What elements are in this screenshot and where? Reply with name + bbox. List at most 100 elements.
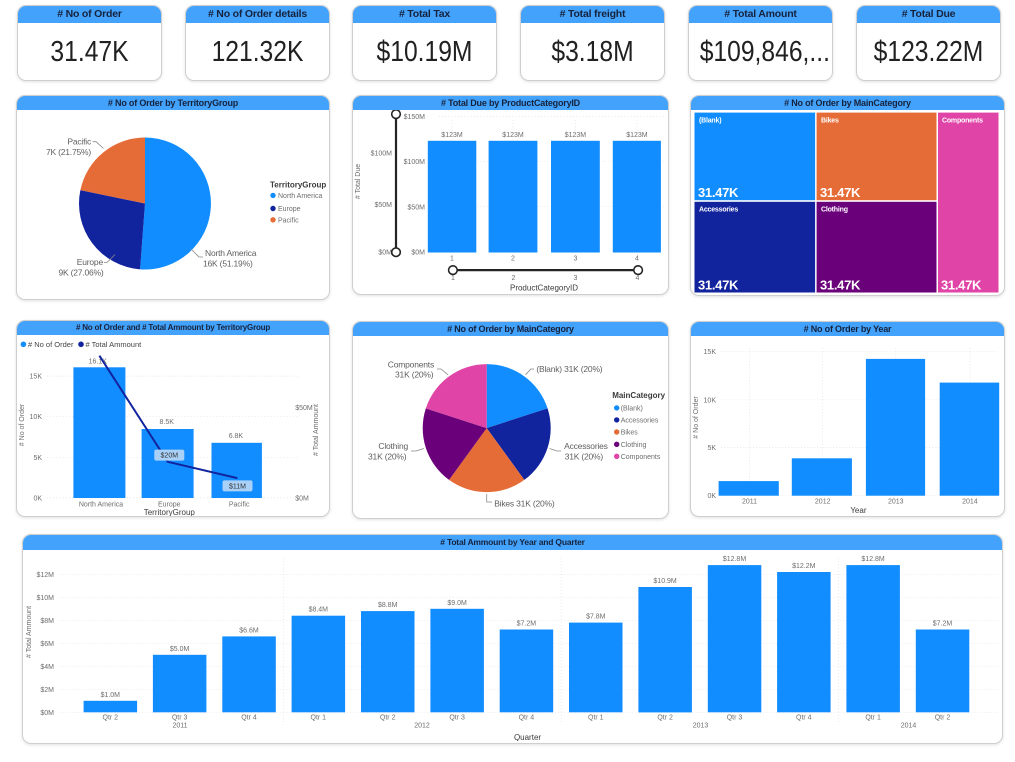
svg-text:$7.2M: $7.2M bbox=[517, 621, 537, 628]
svg-text:TerritoryGroup: TerritoryGroup bbox=[144, 508, 196, 516]
svg-text:$12.8M: $12.8M bbox=[861, 556, 885, 563]
svg-text:5K: 5K bbox=[33, 455, 42, 462]
svg-text:2013: 2013 bbox=[693, 723, 709, 730]
svg-text:Bikes: Bikes bbox=[821, 117, 839, 124]
svg-text:Clothing: Clothing bbox=[821, 207, 848, 214]
svg-text:8.5K: 8.5K bbox=[159, 419, 174, 426]
svg-text:Qtr 4: Qtr 4 bbox=[796, 715, 812, 722]
svg-text:Components: Components bbox=[942, 117, 983, 124]
svg-text:Qtr 1: Qtr 1 bbox=[588, 715, 604, 722]
svg-text:9K (27.06%): 9K (27.06%) bbox=[58, 268, 103, 278]
svg-text:Clothing: Clothing bbox=[621, 442, 647, 449]
svg-text:$50M: $50M bbox=[295, 405, 313, 412]
svg-text:2013: 2013 bbox=[888, 499, 904, 506]
svg-text:1: 1 bbox=[451, 275, 455, 282]
svg-text:$12M: $12M bbox=[36, 572, 54, 579]
svg-text:16.1K: 16.1K bbox=[89, 358, 108, 365]
svg-text:2014: 2014 bbox=[962, 499, 978, 506]
svg-text:7K (21.75%): 7K (21.75%) bbox=[46, 147, 91, 157]
svg-text:16K (51.19%): 16K (51.19%) bbox=[203, 259, 253, 269]
svg-text:Accessories: Accessories bbox=[699, 207, 738, 214]
svg-text:$0M: $0M bbox=[295, 495, 309, 502]
svg-text:Qtr 3: Qtr 3 bbox=[449, 715, 465, 722]
svg-text:# Total Due: # Total Due bbox=[355, 164, 362, 199]
svg-text:$8M: $8M bbox=[40, 618, 54, 625]
svg-text:Pacific: Pacific bbox=[229, 501, 250, 508]
svg-text:$12.8M: $12.8M bbox=[723, 556, 747, 563]
svg-text:Qtr 3: Qtr 3 bbox=[727, 715, 743, 722]
svg-text:0K: 0K bbox=[33, 495, 42, 502]
svg-text:North America: North America bbox=[278, 193, 322, 200]
svg-text:$12.2M: $12.2M bbox=[792, 563, 816, 570]
svg-text:# Total Ammount: # Total Ammount bbox=[86, 340, 143, 349]
svg-text:$50M: $50M bbox=[407, 204, 425, 211]
svg-text:Qtr 1: Qtr 1 bbox=[865, 715, 881, 722]
svg-text:$0M: $0M bbox=[411, 250, 425, 257]
svg-text:(Blank) 31K (20%): (Blank) 31K (20%) bbox=[536, 364, 602, 374]
svg-text:Qtr 2: Qtr 2 bbox=[935, 715, 951, 722]
svg-text:$1.0M: $1.0M bbox=[101, 692, 121, 699]
svg-text:4: 4 bbox=[636, 275, 640, 282]
svg-text:$9.0M: $9.0M bbox=[447, 600, 467, 607]
svg-text:2012: 2012 bbox=[815, 499, 831, 506]
svg-text:Accessories: Accessories bbox=[621, 418, 659, 425]
svg-text:$100M: $100M bbox=[404, 159, 426, 166]
svg-text:3: 3 bbox=[573, 256, 577, 263]
svg-text:North America: North America bbox=[79, 501, 123, 508]
svg-text:$10M: $10M bbox=[36, 595, 54, 602]
svg-text:3: 3 bbox=[574, 275, 578, 282]
svg-text:$6M: $6M bbox=[40, 641, 54, 648]
svg-text:Qtr 4: Qtr 4 bbox=[519, 715, 535, 722]
svg-text:$50M: $50M bbox=[374, 202, 392, 209]
svg-text:$7.2M: $7.2M bbox=[933, 621, 953, 628]
svg-text:Qtr 1: Qtr 1 bbox=[311, 715, 327, 722]
svg-text:Qtr 3: Qtr 3 bbox=[172, 715, 188, 722]
svg-text:Qtr 2: Qtr 2 bbox=[103, 715, 119, 722]
svg-text:$20M: $20M bbox=[161, 453, 179, 460]
svg-text:2011: 2011 bbox=[742, 499, 757, 506]
svg-text:Bikes 31K (20%): Bikes 31K (20%) bbox=[494, 499, 555, 509]
svg-text:Clothing: Clothing bbox=[378, 441, 408, 451]
svg-text:4: 4 bbox=[635, 256, 639, 263]
svg-text:$100M: $100M bbox=[371, 151, 393, 158]
svg-text:31.47K: 31.47K bbox=[820, 185, 861, 200]
svg-text:Europe: Europe bbox=[278, 206, 301, 213]
svg-text:Components: Components bbox=[388, 360, 434, 370]
svg-text:$0M: $0M bbox=[378, 250, 392, 257]
svg-text:Qtr 2: Qtr 2 bbox=[657, 715, 673, 722]
svg-text:Components: Components bbox=[621, 454, 661, 461]
svg-text:MainCategory: MainCategory bbox=[612, 391, 665, 400]
svg-text:31K (20%): 31K (20%) bbox=[395, 370, 434, 380]
svg-text:(Blank): (Blank) bbox=[699, 117, 721, 124]
svg-text:$5.0M: $5.0M bbox=[170, 646, 190, 653]
svg-text:$8.8M: $8.8M bbox=[378, 602, 398, 609]
svg-text:# No of Order: # No of Order bbox=[19, 403, 26, 446]
svg-text:Qtr 2: Qtr 2 bbox=[380, 715, 396, 722]
svg-text:$123M: $123M bbox=[626, 132, 648, 139]
svg-text:31.47K: 31.47K bbox=[941, 277, 982, 292]
svg-text:2: 2 bbox=[512, 275, 516, 282]
svg-text:15K: 15K bbox=[30, 374, 43, 381]
svg-text:2011: 2011 bbox=[172, 723, 187, 730]
svg-text:$10.9M: $10.9M bbox=[653, 578, 677, 585]
svg-text:ProductCategoryID: ProductCategoryID bbox=[510, 284, 578, 293]
svg-text:$150M: $150M bbox=[404, 114, 426, 121]
svg-text:# Total Ammount: # Total Ammount bbox=[26, 606, 33, 658]
svg-text:Year: Year bbox=[850, 506, 867, 515]
svg-text:2: 2 bbox=[511, 256, 515, 263]
svg-text:(Blank): (Blank) bbox=[621, 406, 643, 413]
svg-text:$7.8M: $7.8M bbox=[586, 614, 606, 621]
svg-text:Accessories: Accessories bbox=[564, 441, 608, 451]
svg-text:$6.6M: $6.6M bbox=[239, 627, 259, 634]
svg-text:Qtr 4: Qtr 4 bbox=[241, 715, 257, 722]
svg-text:2014: 2014 bbox=[901, 723, 917, 730]
svg-text:$8.4M: $8.4M bbox=[309, 607, 329, 614]
svg-text:31.47K: 31.47K bbox=[698, 277, 739, 292]
svg-text:10K: 10K bbox=[704, 397, 717, 404]
svg-text:North America: North America bbox=[205, 248, 257, 258]
svg-text:Europe: Europe bbox=[77, 257, 104, 267]
svg-text:# No of Order: # No of Order bbox=[28, 340, 74, 349]
svg-text:$123M: $123M bbox=[502, 132, 524, 139]
svg-text:2012: 2012 bbox=[414, 723, 430, 730]
svg-text:$11M: $11M bbox=[229, 483, 246, 490]
